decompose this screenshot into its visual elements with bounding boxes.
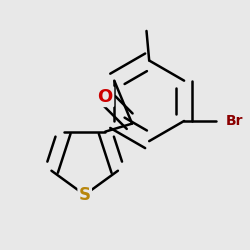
Text: O: O bbox=[98, 88, 113, 106]
Text: S: S bbox=[79, 186, 91, 204]
Text: Br: Br bbox=[226, 114, 243, 128]
